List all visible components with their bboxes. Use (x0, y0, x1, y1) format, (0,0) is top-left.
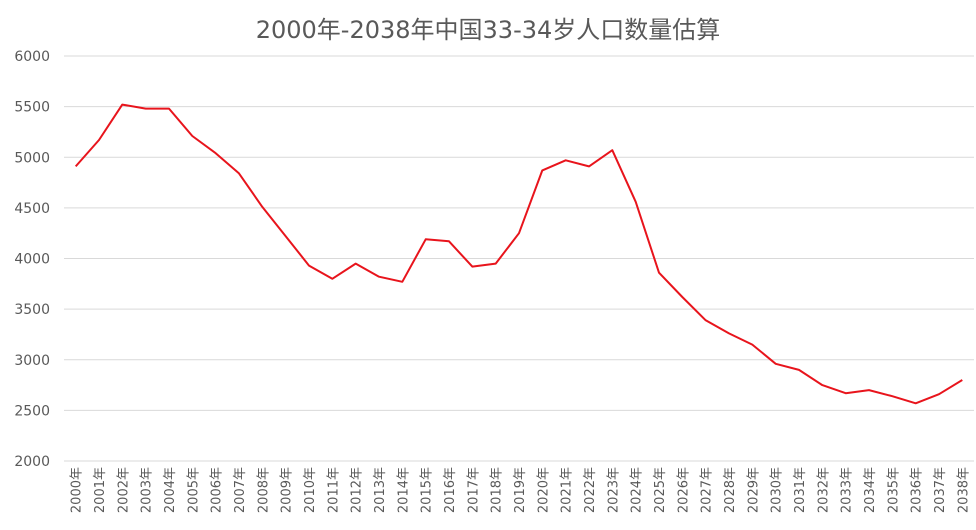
x-tick-label: 2016年 (443, 467, 458, 513)
x-tick-label: 2025年 (653, 467, 668, 513)
x-tick-label: 2031年 (793, 467, 808, 513)
x-tick-label: 2009年 (280, 467, 295, 513)
gridlines (64, 55, 974, 462)
x-tick-label: 2003年 (140, 467, 155, 513)
x-tick-label: 2032年 (816, 467, 831, 513)
y-tick-label: 2500 (14, 403, 50, 419)
x-tick-label: 2021年 (560, 467, 575, 513)
y-tick-label: 6000 (14, 49, 50, 65)
x-tick-label: 2020年 (536, 467, 551, 513)
x-tick-label: 2024年 (630, 467, 645, 513)
x-tick-label: 2028年 (723, 467, 738, 513)
y-axis-ticks: 2000 2500 3000 3500 4000 4500 5000 5500 6000 (14, 49, 50, 470)
y-tick-label: 3500 (14, 302, 50, 318)
x-tick-label: 2013年 (373, 467, 388, 513)
series-line-0 (74, 103, 963, 405)
x-tick-label: 2022年 (583, 467, 598, 513)
x-tick-label: 2018年 (490, 467, 505, 513)
x-tick-label: 2002年 (116, 467, 131, 513)
x-tick-label: 2030年 (770, 467, 785, 513)
x-tick-label: 2014年 (396, 467, 411, 513)
x-tick-label: 2023年 (606, 467, 621, 513)
x-tick-label: 2034年 (863, 467, 878, 513)
series-layer (74, 103, 963, 405)
x-tick-label: 2004年 (163, 467, 178, 513)
x-tick-label: 2012年 (350, 467, 365, 513)
x-tick-label: 2017年 (466, 467, 481, 513)
y-tick-label: 5000 (14, 150, 50, 166)
y-tick-label: 4500 (14, 201, 50, 217)
x-tick-label: 2033年 (840, 467, 855, 513)
x-tick-label: 2008年 (256, 467, 271, 513)
x-tick-label: 2010年 (303, 467, 318, 513)
x-tick-label: 2036年 (910, 467, 925, 513)
x-tick-label: 2007年 (233, 467, 248, 513)
x-tick-label: 2015年 (420, 467, 435, 513)
y-tick-label: 4000 (14, 252, 50, 268)
chart-title: 2000年-2038年中国33-34岁人口数量估算 (255, 16, 721, 44)
x-tick-label: 2026年 (676, 467, 691, 513)
x-tick-label: 2006年 (210, 467, 225, 513)
x-tick-label: 2027年 (700, 467, 715, 513)
x-tick-label: 2019年 (513, 467, 528, 513)
x-tick-label: 2000年 (70, 467, 85, 513)
x-tick-label: 2005年 (186, 467, 201, 513)
y-tick-label: 5500 (14, 100, 50, 116)
x-tick-label: 2029年 (746, 467, 761, 513)
x-tick-label: 2011年 (326, 467, 341, 513)
x-tick-label: 2038年 (956, 467, 971, 513)
y-tick-label: 3000 (14, 353, 50, 369)
x-tick-label: 2035年 (886, 467, 901, 513)
y-tick-label: 2000 (14, 454, 50, 470)
x-tick-label: 2037年 (933, 467, 948, 513)
x-tick-label: 2001年 (93, 467, 108, 513)
x-axis-ticks: 2000年 2001年 2002年 2003年 2004年 2005年 2006年 2007年… (70, 467, 972, 513)
